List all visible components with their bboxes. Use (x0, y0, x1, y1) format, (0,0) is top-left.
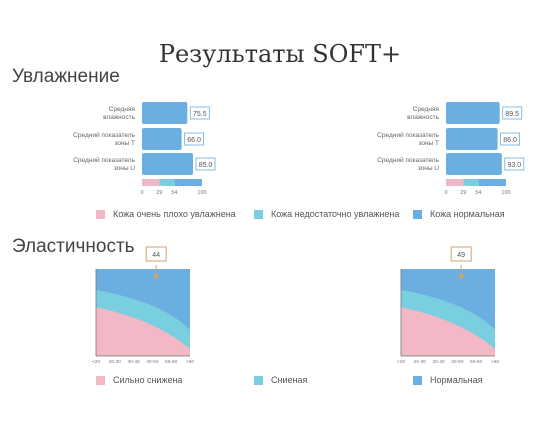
category-label: Средний показатель (377, 131, 439, 139)
category-label: Средняя (109, 106, 136, 113)
scale-tick-label: 100 (197, 190, 206, 196)
scale-tick-label: 54 (171, 190, 177, 196)
category-label: Средний показатель (73, 156, 135, 164)
x-tick-label: <20 (397, 359, 405, 365)
x-tick-label: 30-40 (432, 359, 445, 365)
hydration-legend-item-3: Кожа нормальная (413, 209, 505, 219)
hydration-legend-item-2: Кожа недостаточно увлажнена (254, 209, 399, 219)
scale-band (478, 179, 506, 186)
scale-band (174, 179, 202, 186)
value-label: 66.0 (187, 137, 201, 144)
legend-label: Сильно снижена (113, 375, 183, 385)
x-tick-label: 20-30 (414, 359, 427, 365)
legend-swatch (96, 209, 105, 219)
x-tick-label: 30-40 (127, 359, 140, 365)
value-label-box (502, 106, 523, 120)
x-tick-label: 40-50 (451, 359, 464, 365)
scale-tick-label: 29 (156, 190, 162, 196)
value-label: 89.5 (505, 111, 519, 118)
scale-tick-label: 54 (475, 190, 481, 196)
bar (142, 128, 182, 150)
elasticity-section-title: Эластичность (12, 236, 135, 257)
marker-label-box (450, 246, 472, 262)
x-tick-label: >60 (491, 359, 499, 365)
category-label: влажность (103, 114, 135, 121)
elasticity-chart-right: <20 20-30 30-40 40-50 50-60 >60 49 (397, 246, 499, 365)
value-label-box (504, 157, 525, 171)
legend-label: Сниеная (271, 375, 308, 385)
legend-label: Кожа нормальная (430, 209, 505, 219)
category-label: зоны T (114, 140, 135, 147)
value-label: 85.0 (199, 162, 213, 169)
value-label-box (184, 132, 205, 146)
bar (142, 102, 188, 124)
scale-tick-label: 29 (460, 190, 466, 196)
scale-band (159, 179, 175, 186)
value-label: 75.5 (193, 111, 207, 118)
value-label-box (195, 157, 216, 171)
marker-label-box (145, 246, 167, 262)
category-label: зоны U (418, 165, 440, 172)
marker-label: 44 (152, 252, 160, 259)
bar (446, 102, 500, 124)
category-label: зоны T (418, 140, 439, 147)
marker-dot (458, 273, 464, 279)
scale-band (142, 179, 160, 186)
hydration-section-title: Увлажнение (12, 66, 120, 87)
zone-strongly-reduced (401, 307, 495, 356)
legend-label: Кожа очень плохо увлажнена (113, 209, 236, 219)
legend-label: Нормальная (430, 375, 483, 385)
scale-tick-label: 100 (501, 190, 510, 196)
elasticity-legend-item-3: Нормальная (413, 375, 483, 385)
zone-strongly-reduced (96, 307, 190, 356)
category-label: Средний показатель (73, 131, 135, 139)
scale-band (446, 179, 464, 186)
elasticity-legend-item-2: Сниеная (254, 375, 307, 385)
category-label: Средняя (413, 106, 440, 113)
legend-swatch (413, 375, 422, 385)
legend-swatch (413, 209, 422, 219)
x-tick-label: >60 (186, 359, 194, 365)
value-label: 93.0 (507, 162, 521, 169)
x-tick-label: 20-30 (109, 359, 122, 365)
legend-swatch (254, 375, 263, 385)
legend-swatch (254, 209, 263, 219)
elasticity-legend-item-1: Сильно снижена (96, 375, 182, 385)
scale-tick-label: 0 (444, 190, 447, 196)
category-label: влажность (407, 114, 439, 121)
x-tick-label: 40-50 (146, 359, 159, 365)
page-title: Результаты SOFT+ (158, 40, 402, 68)
category-label: зоны U (114, 165, 136, 172)
marker-dot (153, 273, 159, 279)
scale-band (463, 179, 479, 186)
elasticity-chart-left: <20 20-30 30-40 40-50 50-60 >60 44 (92, 246, 194, 365)
x-tick-label: <20 (92, 359, 100, 365)
legend-swatch (96, 375, 105, 385)
x-tick-label: 50-60 (165, 359, 178, 365)
bar (446, 153, 502, 175)
bar (446, 128, 498, 150)
hydration-legend-item-1: Кожа очень плохо увлажнена (96, 209, 236, 219)
bar (142, 153, 193, 175)
value-label-box (189, 106, 210, 120)
legend-label: Кожа недостаточно увлажнена (271, 209, 400, 219)
x-tick-label: 50-60 (470, 359, 483, 365)
scale-tick-label: 0 (140, 190, 143, 196)
value-label: 86.0 (503, 137, 517, 144)
category-label: Средний показатель (377, 156, 439, 164)
value-label-box (500, 132, 521, 146)
marker-label: 49 (457, 252, 465, 259)
